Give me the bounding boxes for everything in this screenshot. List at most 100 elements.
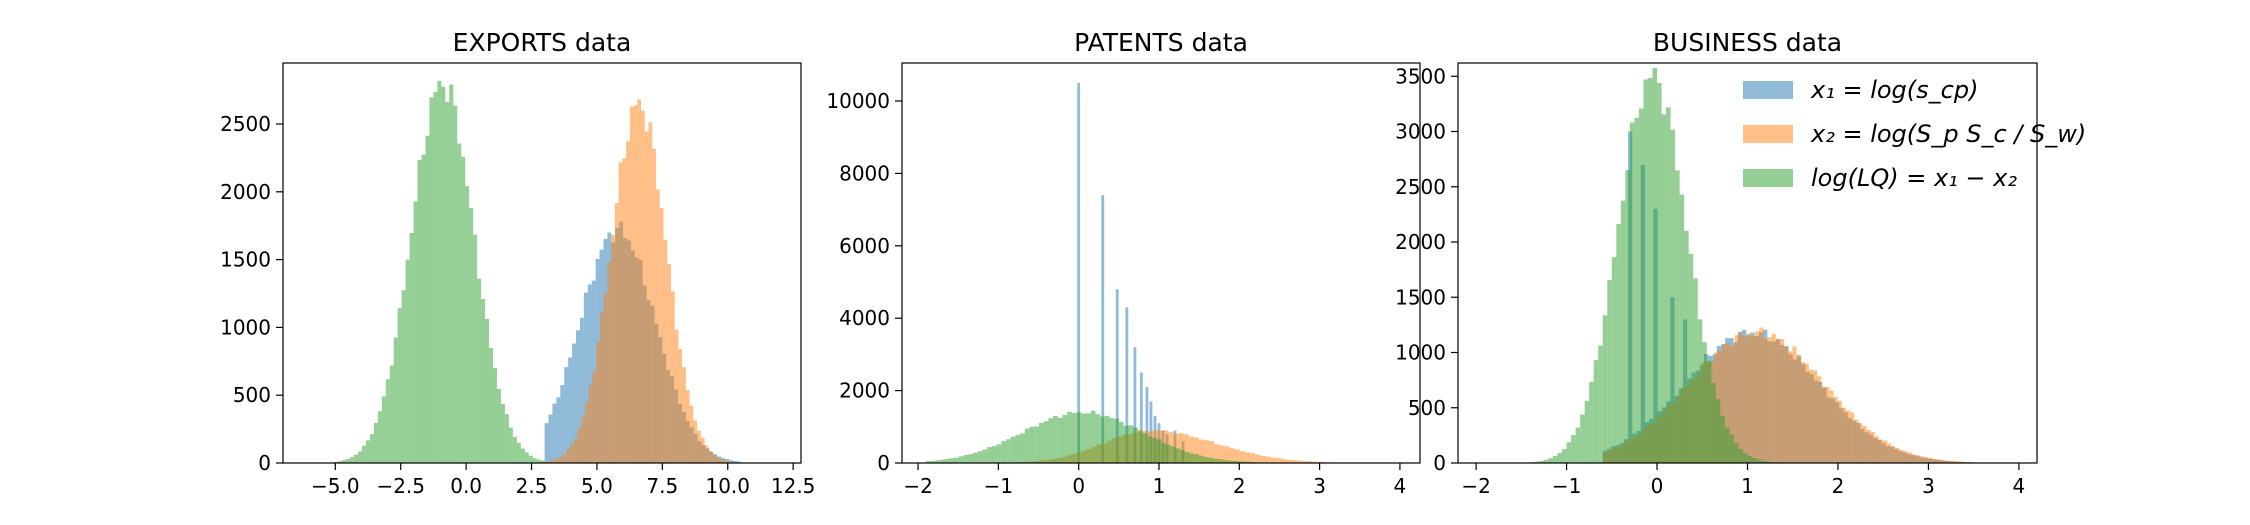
hist-bar-lq xyxy=(1742,452,1748,463)
hist-bar-lq xyxy=(445,102,450,463)
hist-bar-x2 xyxy=(1812,370,1818,463)
legend-label-x1: x₁ = log(s_cp) xyxy=(1810,76,1978,104)
hist-bar-lq xyxy=(996,444,1002,463)
hist-bar-x2 xyxy=(566,449,571,463)
y-tick-label: 2000 xyxy=(1395,230,1446,254)
hist-bar-x2 xyxy=(1874,436,1879,463)
y-tick-label: 0 xyxy=(258,451,271,475)
hist-bar-x2 xyxy=(1265,456,1271,463)
hist-bar-x2 xyxy=(1763,338,1768,463)
hist-bar-x2 xyxy=(584,402,589,463)
hist-bar-x1 xyxy=(548,414,553,463)
hist-bar-lq xyxy=(437,80,442,463)
hist-bar-x1 xyxy=(576,330,580,463)
hist-bar-x2 xyxy=(1306,461,1312,463)
hist-bar-lq xyxy=(1203,456,1209,463)
hist-bar-x1 xyxy=(1077,82,1081,463)
hist-bar-lq xyxy=(935,460,941,463)
hist-bar-lq xyxy=(357,451,362,463)
hist-bar-lq xyxy=(361,445,366,463)
hist-bar-lq xyxy=(429,97,434,463)
hist-bar-x2 xyxy=(1214,444,1220,463)
hist-bar-x2 xyxy=(1788,351,1793,463)
hist-bar-x2 xyxy=(581,416,585,463)
y-tick-label: 1500 xyxy=(220,248,271,272)
hist-bar-lq xyxy=(1151,437,1157,463)
hist-bar-lq xyxy=(930,460,936,463)
hist-bar-lq xyxy=(1001,441,1007,463)
hist-bar-lq xyxy=(1607,279,1612,463)
hist-bar-x2 xyxy=(1250,453,1256,463)
hist-bar-x2 xyxy=(1779,339,1785,463)
x-tick-label: 5.0 xyxy=(581,474,613,498)
hist-bar-lq xyxy=(1661,114,1667,463)
hist-bar-lq xyxy=(1194,454,1199,463)
y-tick-label: 4000 xyxy=(839,306,890,330)
hist-bar-lq xyxy=(1015,434,1021,463)
hist-bar-lq xyxy=(973,452,978,463)
hist-bar-x2 xyxy=(1255,454,1261,463)
hist-bar-x2 xyxy=(1759,327,1764,463)
hist-bar-lq xyxy=(528,455,533,463)
hist-bar-x1 xyxy=(1139,372,1143,463)
hist-bar-x2 xyxy=(1260,455,1266,463)
hist-bar-x2 xyxy=(1730,346,1735,463)
hist-bar-x2 xyxy=(1870,431,1875,463)
hist-bar-lq xyxy=(1756,459,1762,463)
hist-bar-x2 xyxy=(1219,445,1225,463)
hist-bar-x2 xyxy=(1311,461,1317,463)
hist-bar-lq xyxy=(354,454,358,463)
hist-bar-lq xyxy=(504,414,509,463)
hist-bar-x2 xyxy=(700,437,705,463)
hist-bar-lq xyxy=(1217,459,1223,463)
hist-bar-lq xyxy=(1241,461,1246,463)
hist-bar-lq xyxy=(1081,413,1087,463)
y-tick-label: 2000 xyxy=(220,180,271,204)
hist-bar-x2 xyxy=(1198,439,1204,463)
hist-bar-x2 xyxy=(1948,460,1954,463)
x-tick-label: 1 xyxy=(1741,474,1754,498)
y-tick-label: 6000 xyxy=(839,234,890,258)
legend-label-lq: log(LQ) = x₁ − x₂ xyxy=(1811,164,2017,192)
hist-bar-x2 xyxy=(622,158,627,463)
hist-bar-x1 xyxy=(1115,289,1119,463)
hist-bar-x2 xyxy=(1887,443,1892,463)
hist-bar-x2 xyxy=(1845,410,1851,463)
x-tick-label: 3 xyxy=(1922,474,1935,498)
x-tick-label: 3 xyxy=(1313,474,1326,498)
hist-bar-x2 xyxy=(1726,343,1731,463)
hist-bar-x2 xyxy=(663,239,668,463)
hist-bar-lq xyxy=(1161,443,1166,463)
hist-bar-lq xyxy=(1231,460,1237,463)
hist-bar-lq xyxy=(968,454,974,463)
hist-bar-x2 xyxy=(626,141,630,463)
hist-bar-x2 xyxy=(1178,433,1184,463)
hist-bar-x2 xyxy=(570,444,574,463)
hist-bar-x2 xyxy=(1833,397,1838,463)
hist-bar-x2 xyxy=(1296,460,1302,463)
hist-bar-x2 xyxy=(1751,335,1756,463)
axes-frame xyxy=(901,62,1421,464)
plot-area xyxy=(322,80,741,463)
hist-bar-lq xyxy=(954,457,960,463)
y-tick-label: 3500 xyxy=(1395,64,1446,88)
hist-bar-x2 xyxy=(1841,407,1846,463)
hist-bar-x2 xyxy=(1722,343,1727,463)
y-tick-label: 0 xyxy=(1433,451,1446,475)
x-tick-label: −1 xyxy=(1552,474,1581,498)
hist-bar-lq xyxy=(397,307,402,463)
hist-bar-lq xyxy=(1539,460,1544,463)
x-tick-label: 4 xyxy=(1394,474,1407,498)
hist-bar-x1 xyxy=(564,367,569,463)
hist-bar-x2 xyxy=(723,460,727,463)
hist-bar-x1 xyxy=(560,385,565,463)
hist-bar-x2 xyxy=(614,203,619,463)
hist-bar-lq xyxy=(1543,459,1549,463)
hist-bar-x2 xyxy=(1193,437,1199,463)
hist-bar-lq xyxy=(1048,418,1054,463)
hist-bar-x2 xyxy=(1862,425,1867,463)
hist-bar-x1 xyxy=(729,460,733,463)
hist-bar-lq xyxy=(1095,414,1101,463)
hist-bar-lq xyxy=(1647,78,1653,463)
hist-bar-lq xyxy=(1180,449,1185,463)
